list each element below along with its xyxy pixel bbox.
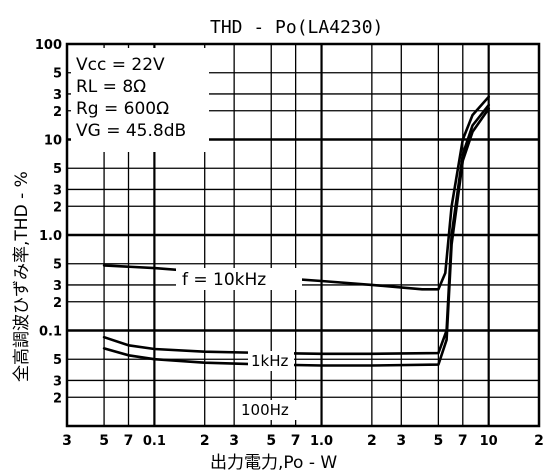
x-tick-label-13: 10 [480,434,498,449]
x-tick-label-3: 0.1 [143,434,166,449]
y-tick-label-13: 5 [53,353,62,368]
x-tick-label-4: 2 [200,433,210,449]
condition-vcc: Vcc = 22V [76,55,165,75]
x-tick-label-10: 3 [396,433,406,449]
condition-vg: VG = 45.8dB [76,121,186,141]
x-tick-label-5: 3 [229,433,239,449]
y-tick-label-6: 3 [53,183,62,198]
y-tick-label-15: 2 [53,391,62,406]
x-tick-label-2: 7 [124,433,134,449]
y-tick-label-11: 2 [53,296,62,311]
y-tick-label-4: 10 [44,134,62,149]
y-tick-label-2: 3 [53,88,62,103]
y-tick-label-12: 0.1 [39,325,62,340]
y-tick-label-1: 5 [53,67,62,82]
x-tick-label-1: 5 [99,433,109,449]
y-tick-label-8: 1.0 [39,229,62,244]
x-tick-label-14: 2 [534,433,544,449]
y-tick-label-7: 2 [53,200,62,215]
x-tick-label-9: 2 [367,433,377,449]
x-tick-label-7: 7 [291,433,301,449]
series-label-10khz: f = 10kHz [182,270,266,290]
x-tick-label-0: 3 [62,433,72,449]
y-tick-label-3: 2 [53,105,62,120]
y-tick-label-14: 3 [53,374,62,389]
y-axis-label: 全高調波ひずみ率,THD - % [12,171,32,382]
y-tick-label-0: 100 [35,38,62,53]
x-tick-label-11: 5 [433,433,443,449]
x-axis-label: 出力電力,Po - W [210,453,337,473]
x-tick-label-12: 7 [458,433,468,449]
y-tick-label-10: 3 [53,279,62,294]
series-label-100hz: 100Hz [241,401,289,419]
chart-title: THD - Po(LA4230) [210,17,383,38]
x-tick-label-8: 1.0 [310,434,333,449]
y-tick-label-9: 5 [53,258,62,273]
condition-rl: RL = 8Ω [76,77,146,97]
series-label-1khz: 1kHz [251,352,289,370]
condition-rg: Rg = 600Ω [76,99,169,119]
x-tick-label-6: 5 [266,433,276,449]
y-tick-label-5: 5 [53,162,62,177]
